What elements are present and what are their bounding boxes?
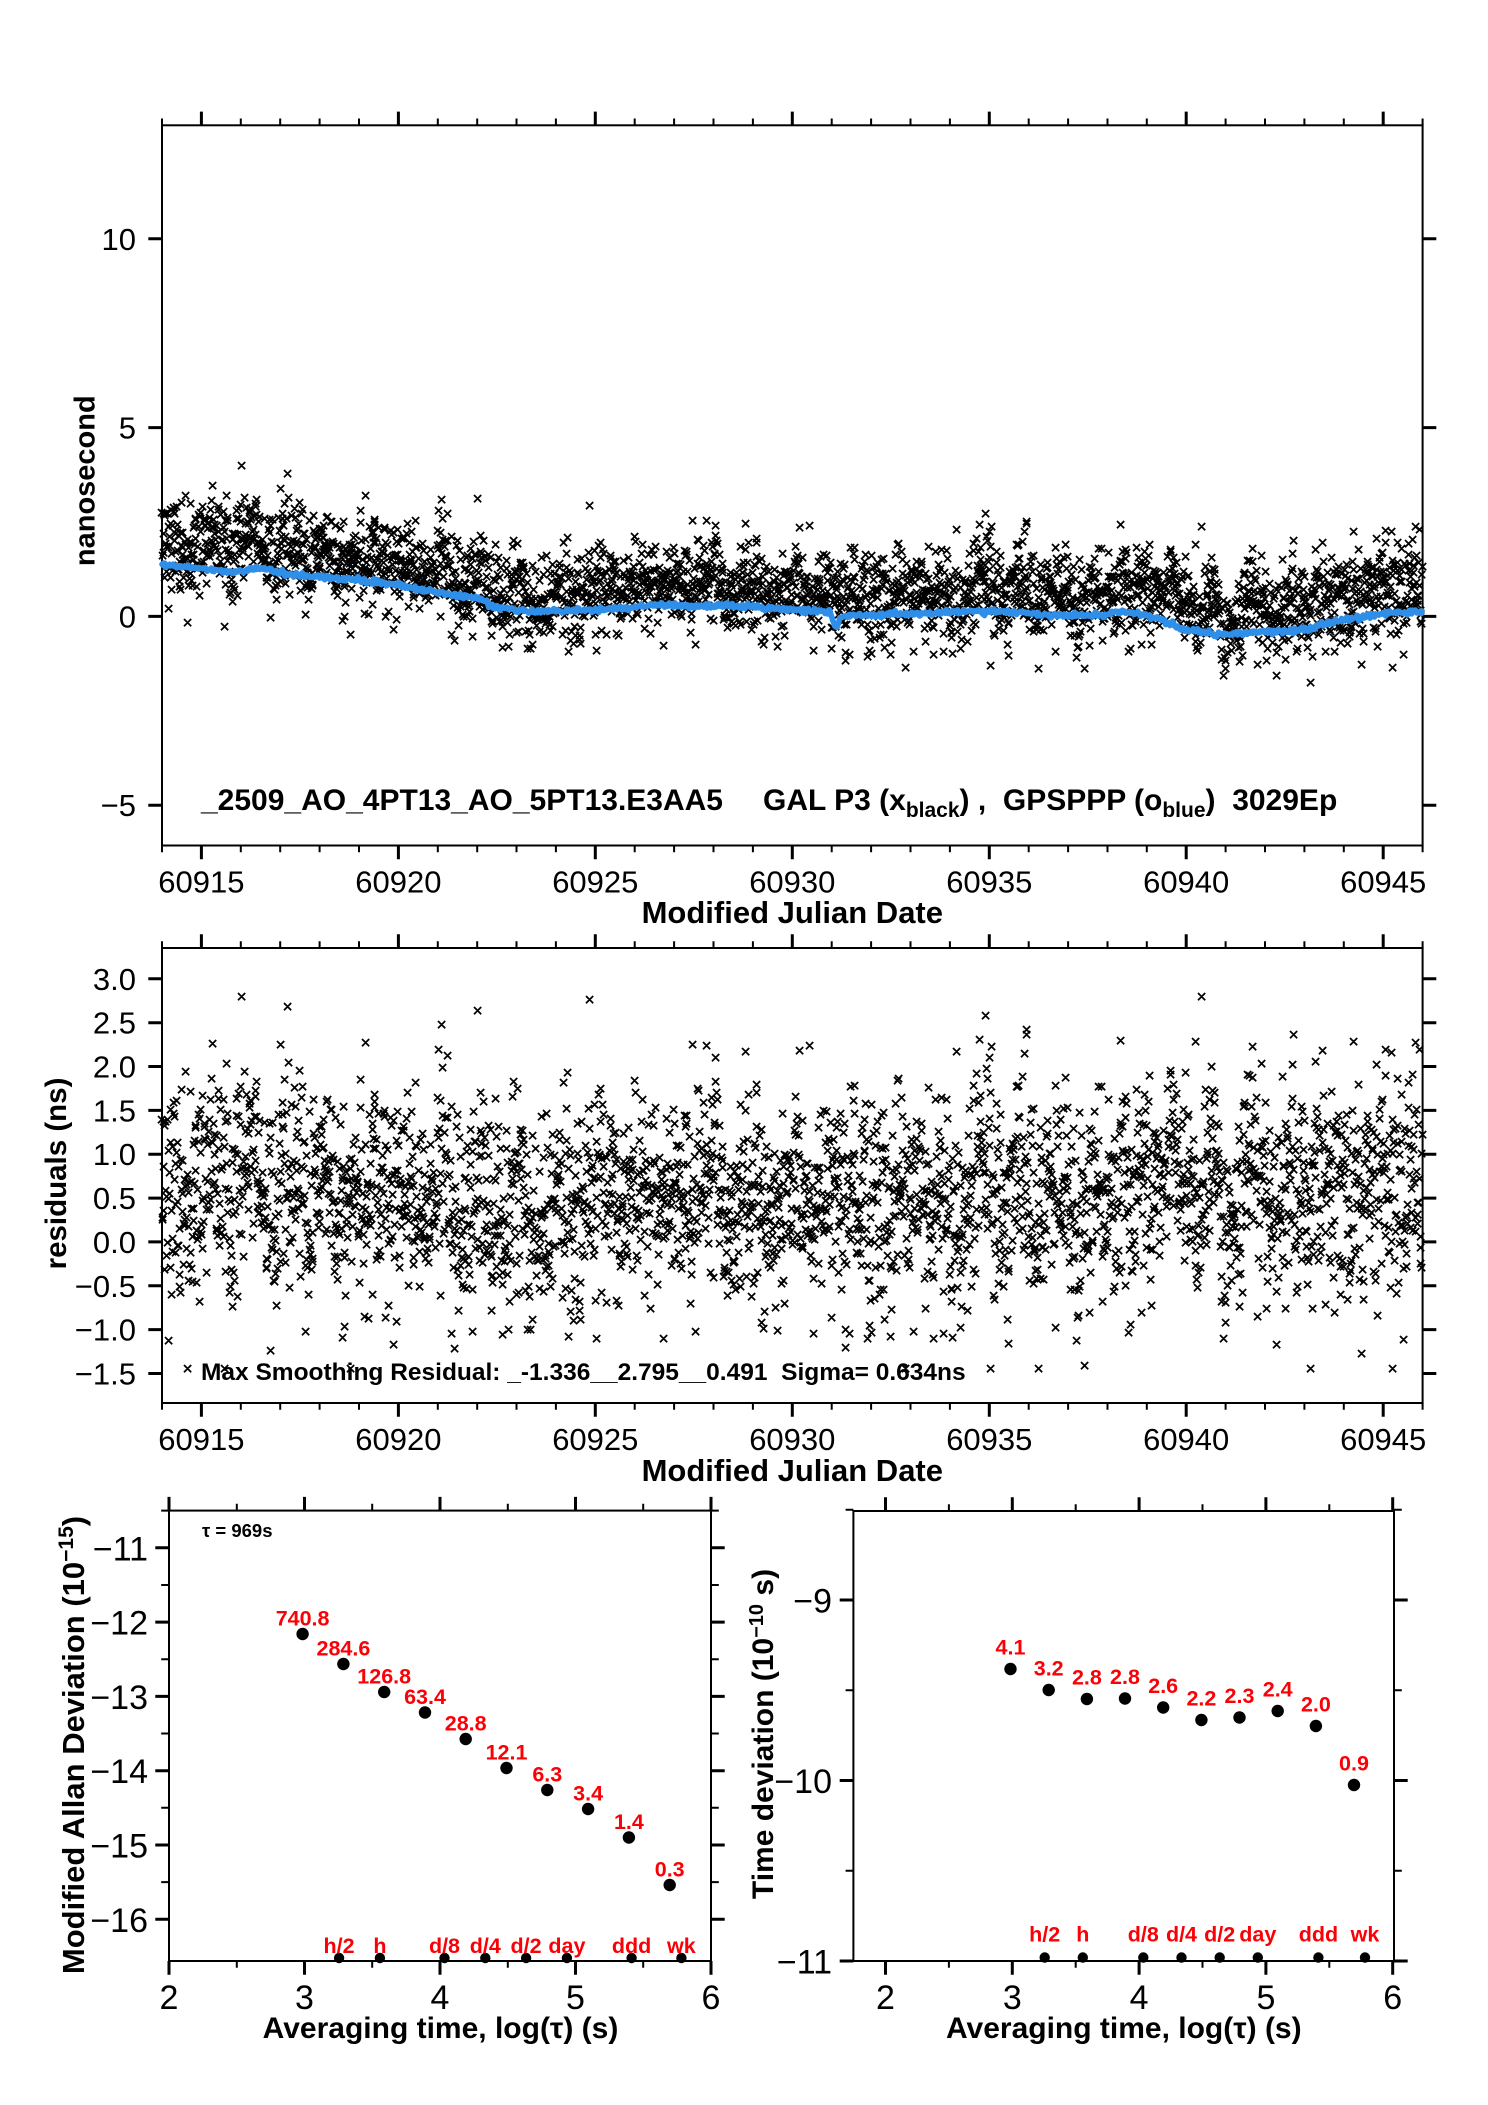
svg-text:0.3: 0.3 bbox=[655, 1858, 685, 1882]
svg-text:−0.5: −0.5 bbox=[75, 1269, 136, 1304]
svg-text:3.4: 3.4 bbox=[573, 1782, 603, 1806]
svg-text:60945: 60945 bbox=[1340, 1422, 1426, 1457]
svg-text:63.4: 63.4 bbox=[404, 1685, 446, 1709]
svg-text:2.4: 2.4 bbox=[1263, 1678, 1293, 1702]
svg-text:284.6: 284.6 bbox=[316, 1637, 370, 1661]
svg-text:5: 5 bbox=[119, 411, 136, 446]
svg-text:2.0: 2.0 bbox=[1301, 1693, 1331, 1717]
svg-text:Averaging time, log(τ) (s): Averaging time, log(τ) (s) bbox=[263, 2012, 619, 2045]
svg-text:1.5: 1.5 bbox=[93, 1093, 136, 1128]
svg-text:60915: 60915 bbox=[158, 865, 244, 900]
svg-text:d/4: d/4 bbox=[470, 1934, 501, 1958]
svg-text:d/8: d/8 bbox=[1128, 1923, 1159, 1947]
svg-text:60925: 60925 bbox=[552, 1422, 638, 1457]
svg-text:6.3: 6.3 bbox=[532, 1763, 562, 1787]
svg-text:2.0: 2.0 bbox=[93, 1050, 136, 1085]
svg-text:2.3: 2.3 bbox=[1225, 1684, 1255, 1708]
svg-text:0.5: 0.5 bbox=[93, 1181, 136, 1216]
svg-text:740.8: 740.8 bbox=[276, 1607, 330, 1631]
svg-text:Averaging time, log(τ) (s): Averaging time, log(τ) (s) bbox=[946, 2012, 1302, 2045]
svg-text:−15: −15 bbox=[90, 1828, 148, 1866]
svg-text:2.5: 2.5 bbox=[93, 1006, 136, 1041]
svg-text:3: 3 bbox=[295, 1979, 314, 2017]
svg-text:day: day bbox=[1239, 1923, 1276, 1947]
svg-text:0.0: 0.0 bbox=[93, 1225, 136, 1260]
svg-text:−16: −16 bbox=[90, 1902, 148, 1940]
svg-text:4.1: 4.1 bbox=[996, 1636, 1026, 1660]
svg-text:−13: −13 bbox=[90, 1679, 148, 1717]
svg-text:GAL P3 (xblack) , GPSPPP (obl: GAL P3 (xblack) , GPSPPP (oblue) 3029Ep bbox=[763, 784, 1337, 822]
svg-text:2.6: 2.6 bbox=[1148, 1674, 1178, 1698]
svg-text:d/2: d/2 bbox=[511, 1934, 542, 1958]
svg-text:60940: 60940 bbox=[1143, 1422, 1229, 1457]
svg-text:−14: −14 bbox=[90, 1753, 148, 1791]
svg-text:τ = 969s: τ = 969s bbox=[202, 1520, 273, 1541]
svg-text:60935: 60935 bbox=[946, 865, 1032, 900]
svg-text:−11: −11 bbox=[93, 1530, 148, 1568]
svg-text:0.9: 0.9 bbox=[1339, 1752, 1369, 1776]
svg-text:−1.0: −1.0 bbox=[75, 1313, 136, 1348]
svg-text:0: 0 bbox=[119, 599, 136, 634]
svg-text:60930: 60930 bbox=[749, 865, 835, 900]
svg-text:−5: −5 bbox=[101, 788, 136, 823]
svg-text:2: 2 bbox=[160, 1979, 179, 2017]
svg-text:3.2: 3.2 bbox=[1034, 1657, 1064, 1681]
svg-text:1.0: 1.0 bbox=[93, 1137, 136, 1172]
svg-text:h: h bbox=[373, 1934, 386, 1958]
svg-text:5: 5 bbox=[1256, 1979, 1275, 2017]
svg-text:60925: 60925 bbox=[552, 865, 638, 900]
svg-text:−11: −11 bbox=[777, 1944, 832, 1982]
svg-text:day: day bbox=[548, 1934, 585, 1958]
svg-text:_2509_AO_4PT13_AO_5PT13.E3AA5: _2509_AO_4PT13_AO_5PT13.E3AA5 bbox=[200, 784, 723, 817]
svg-text:Modified Julian Date: Modified Julian Date bbox=[642, 1453, 943, 1488]
svg-text:h: h bbox=[1076, 1923, 1089, 1947]
svg-text:2.8: 2.8 bbox=[1110, 1665, 1140, 1689]
svg-text:−12: −12 bbox=[90, 1605, 148, 1643]
svg-text:2.8: 2.8 bbox=[1072, 1666, 1102, 1690]
svg-text:60920: 60920 bbox=[355, 1422, 441, 1457]
svg-text:wk: wk bbox=[1350, 1923, 1380, 1947]
svg-text:Modified Allan Deviation (10−1: Modified Allan Deviation (10−15) bbox=[55, 1516, 91, 1974]
svg-text:6: 6 bbox=[1383, 1979, 1402, 2017]
svg-text:60920: 60920 bbox=[355, 865, 441, 900]
svg-text:60930: 60930 bbox=[749, 1422, 835, 1457]
svg-text:5: 5 bbox=[566, 1979, 585, 2017]
svg-text:ddd: ddd bbox=[612, 1934, 651, 1958]
svg-text:h/2: h/2 bbox=[324, 1934, 355, 1958]
svg-text:60915: 60915 bbox=[158, 1422, 244, 1457]
svg-text:3.0: 3.0 bbox=[93, 962, 136, 997]
svg-text:28.8: 28.8 bbox=[445, 1712, 487, 1736]
svg-text:−10: −10 bbox=[774, 1763, 832, 1801]
svg-text:residuals (ns): residuals (ns) bbox=[40, 1078, 73, 1270]
svg-text:Modified Julian Date: Modified Julian Date bbox=[642, 895, 943, 930]
svg-text:60940: 60940 bbox=[1143, 865, 1229, 900]
svg-text:−9: −9 bbox=[793, 1583, 832, 1621]
svg-text:1.4: 1.4 bbox=[614, 1810, 644, 1834]
svg-text:126.8: 126.8 bbox=[357, 1665, 411, 1689]
svg-text:d/2: d/2 bbox=[1204, 1923, 1235, 1947]
svg-text:2.2: 2.2 bbox=[1186, 1687, 1216, 1711]
svg-text:h/2: h/2 bbox=[1029, 1923, 1060, 1947]
svg-text:3: 3 bbox=[1003, 1979, 1022, 2017]
svg-text:2: 2 bbox=[876, 1979, 895, 2017]
svg-text:Max Smoothing Residual: _-1.33: Max Smoothing Residual: _-1.336__2.795__… bbox=[201, 1359, 966, 1386]
svg-text:wk: wk bbox=[666, 1934, 696, 1958]
svg-text:ddd: ddd bbox=[1299, 1923, 1338, 1947]
svg-text:60945: 60945 bbox=[1340, 865, 1426, 900]
svg-text:12.1: 12.1 bbox=[486, 1741, 528, 1765]
svg-text:−1.5: −1.5 bbox=[75, 1357, 136, 1392]
svg-text:nanosecond: nanosecond bbox=[70, 395, 102, 566]
svg-text:d/4: d/4 bbox=[1166, 1923, 1197, 1947]
svg-text:10: 10 bbox=[102, 222, 136, 257]
svg-text:4: 4 bbox=[1130, 1979, 1149, 2017]
svg-text:d/8: d/8 bbox=[429, 1934, 460, 1958]
svg-text:60935: 60935 bbox=[946, 1422, 1032, 1457]
svg-text:4: 4 bbox=[431, 1979, 450, 2017]
svg-text:6: 6 bbox=[702, 1979, 721, 2017]
